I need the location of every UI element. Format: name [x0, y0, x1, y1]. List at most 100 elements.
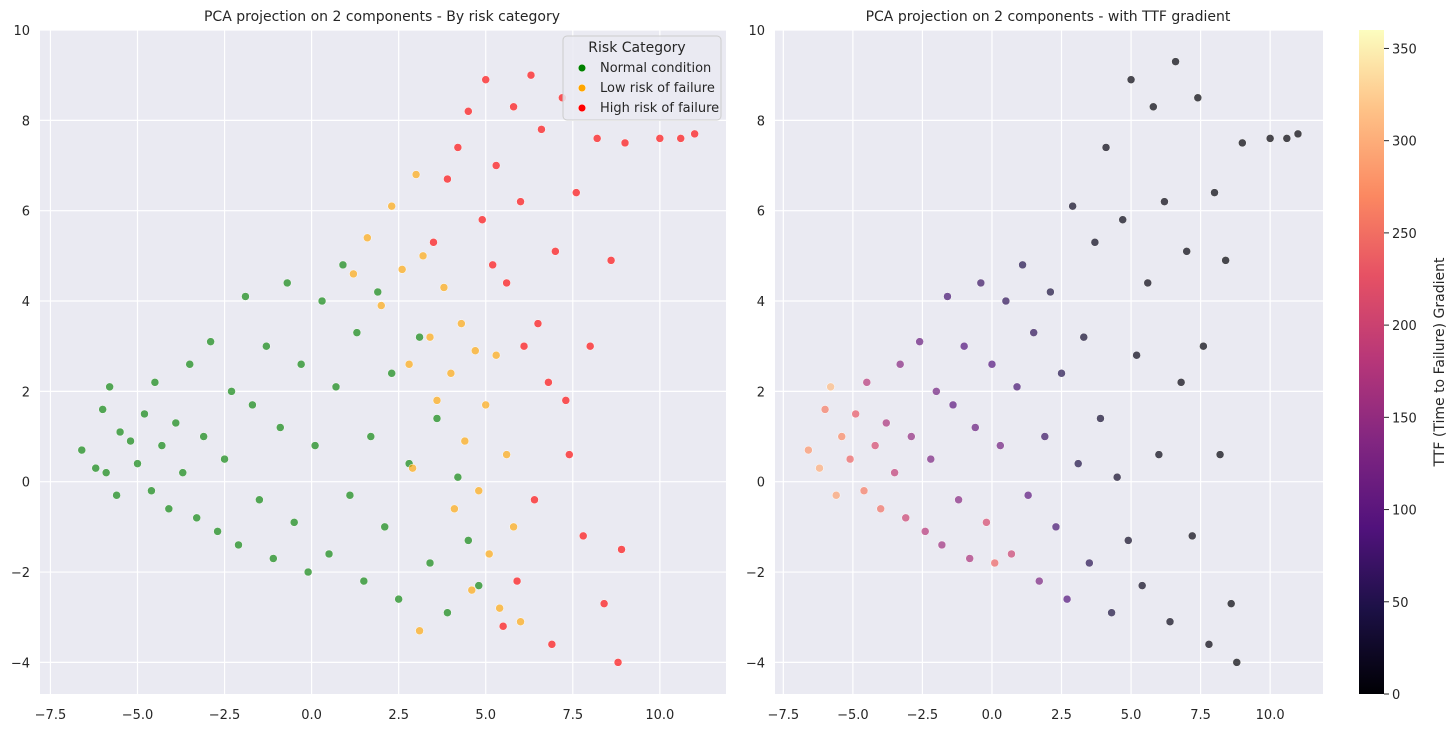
- colorbar-tick-label: 50: [1392, 596, 1409, 611]
- legend-marker-normal: [577, 63, 587, 73]
- chart-right-points: [804, 57, 1303, 667]
- point-low-risk-of-failure: [502, 450, 511, 459]
- right-y-tick-label: 10: [748, 24, 765, 39]
- point-high-risk-of-failure: [519, 341, 529, 351]
- point-high-risk-of-failure: [617, 545, 626, 554]
- left-x-tick-label: −5.0: [122, 708, 154, 723]
- point-normal-condition: [373, 287, 383, 297]
- point-ttf: [943, 292, 952, 301]
- point-ttf: [1154, 450, 1164, 459]
- point-high-risk-of-failure: [572, 188, 581, 197]
- point-low-risk-of-failure: [425, 332, 435, 342]
- colorbar-gradient: [1359, 30, 1384, 694]
- right-y-tick-label: 8: [757, 114, 765, 129]
- point-high-risk-of-failure: [606, 256, 616, 265]
- point-ttf: [959, 341, 969, 351]
- point-ttf: [1079, 332, 1089, 342]
- point-normal-condition: [234, 540, 243, 550]
- point-normal-condition: [443, 608, 452, 617]
- point-ttf: [1199, 341, 1208, 351]
- point-high-risk-of-failure: [547, 640, 557, 649]
- point-ttf: [1101, 143, 1111, 152]
- right-y-tick-label: −4: [746, 656, 765, 671]
- point-high-risk-of-failure: [690, 129, 699, 139]
- point-normal-condition: [324, 549, 334, 559]
- right-x-tick-label: 7.5: [1190, 708, 1211, 723]
- point-low-risk-of-failure: [457, 319, 466, 328]
- point-ttf: [895, 360, 905, 369]
- point-normal-condition: [98, 405, 107, 414]
- left-x-tick-label: −7.5: [35, 708, 67, 723]
- point-low-risk-of-failure: [397, 265, 407, 274]
- point-normal-condition: [101, 468, 111, 477]
- point-normal-condition: [269, 554, 278, 563]
- point-normal-condition: [380, 522, 389, 532]
- point-normal-condition: [241, 292, 250, 301]
- point-ttf: [1018, 260, 1027, 270]
- point-ttf: [1035, 576, 1044, 586]
- chart-right-x-ticks: −7.5 −5.0 −2.5 0.0 2.5 5.0 7.5 10.0: [768, 708, 1285, 723]
- colorbar-tick-label: 100: [1392, 504, 1417, 519]
- point-ttf: [1085, 558, 1094, 568]
- point-normal-condition: [432, 414, 442, 423]
- point-high-risk-of-failure: [544, 378, 553, 387]
- point-low-risk-of-failure: [516, 617, 525, 626]
- point-normal-condition: [220, 454, 229, 464]
- chart-right-grid: [775, 29, 1323, 694]
- point-ttf: [1221, 256, 1230, 265]
- point-high-risk-of-failure: [533, 319, 543, 328]
- legend-title: Risk Category: [588, 40, 685, 56]
- point-ttf: [1143, 278, 1153, 288]
- point-low-risk-of-failure: [363, 233, 372, 243]
- chart-left-points: [77, 70, 699, 667]
- right-x-tick-label: −5.0: [837, 708, 869, 723]
- point-low-risk-of-failure: [408, 463, 417, 473]
- point-ttf: [1023, 491, 1033, 500]
- point-high-risk-of-failure: [502, 278, 511, 288]
- chart-left-title: PCA projection on 2 components - By risk…: [204, 9, 560, 25]
- point-high-risk-of-failure: [655, 134, 665, 143]
- point-normal-condition: [331, 382, 341, 392]
- colorbar-tick-label: 300: [1392, 135, 1417, 150]
- point-ttf: [920, 527, 930, 536]
- point-normal-condition: [310, 441, 320, 450]
- point-ttf: [876, 504, 885, 514]
- left-y-tick-label: 2: [22, 385, 30, 400]
- point-ttf: [1293, 129, 1303, 139]
- point-high-risk-of-failure: [429, 238, 438, 247]
- right-y-tick-label: 0: [757, 476, 765, 491]
- legend-marker-high-risk: [577, 103, 587, 113]
- point-normal-condition: [359, 576, 369, 586]
- point-ttf: [971, 423, 980, 432]
- point-normal-condition: [366, 432, 376, 441]
- point-ttf: [831, 491, 841, 500]
- point-ttf: [1012, 382, 1022, 392]
- point-high-risk-of-failure: [561, 396, 571, 405]
- point-ttf: [1238, 138, 1247, 148]
- point-ttf: [1007, 549, 1016, 559]
- chart-left-grid: [40, 29, 726, 694]
- colorbar-tick-label: 200: [1392, 319, 1417, 334]
- point-ttf: [1210, 188, 1219, 197]
- point-ttf: [948, 400, 958, 410]
- point-low-risk-of-failure: [411, 170, 421, 179]
- point-ttf: [837, 432, 847, 441]
- point-low-risk-of-failure: [484, 549, 494, 559]
- point-ttf: [1149, 102, 1158, 112]
- point-ttf: [1160, 197, 1169, 206]
- point-ttf: [1029, 328, 1038, 337]
- point-ttf: [1001, 296, 1011, 306]
- point-ttf: [1057, 369, 1066, 378]
- point-ttf: [1215, 450, 1225, 459]
- left-x-tick-label: −2.5: [209, 708, 241, 723]
- point-low-risk-of-failure: [377, 301, 386, 310]
- colorbar-ticks: 0 50 100 150 200 250 300 350: [1384, 42, 1417, 703]
- point-ttf: [890, 468, 899, 477]
- point-high-risk-of-failure: [477, 215, 487, 224]
- point-low-risk-of-failure: [471, 346, 480, 355]
- right-x-tick-label: −7.5: [768, 708, 800, 723]
- left-y-tick-label: −4: [11, 656, 30, 671]
- point-normal-condition: [262, 341, 271, 351]
- point-ttf: [1282, 134, 1292, 143]
- point-high-risk-of-failure: [526, 70, 536, 80]
